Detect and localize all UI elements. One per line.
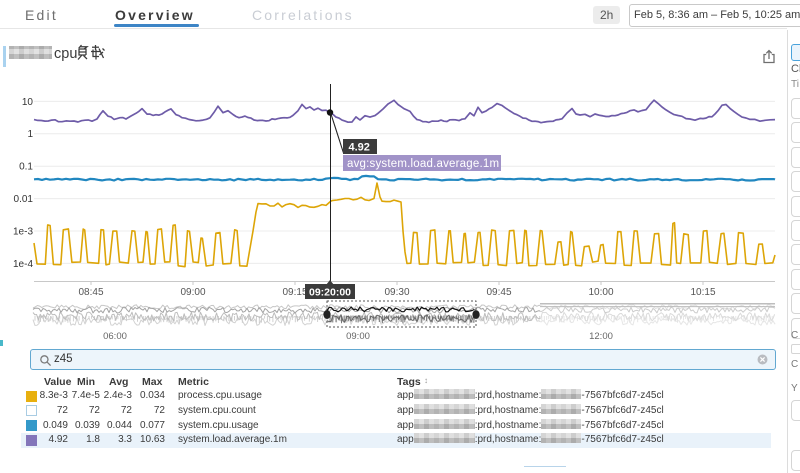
svg-text:09:20:00: 09:20:00: [309, 287, 351, 299]
svg-text:4.92: 4.92: [349, 142, 370, 154]
svg-text:09:30: 09:30: [384, 287, 409, 298]
svg-text:avg:system.load.average.1m: avg:system.load.average.1m: [347, 158, 499, 170]
svg-text:1e-3: 1e-3: [13, 226, 33, 237]
svg-text:10: 10: [22, 97, 34, 108]
svg-text:10:00: 10:00: [588, 287, 613, 298]
svg-text:09:00: 09:00: [346, 331, 370, 342]
svg-text:10:15: 10:15: [690, 287, 715, 298]
svg-text:0.1: 0.1: [19, 162, 33, 173]
svg-text:06:00: 06:00: [103, 331, 127, 342]
svg-text:1e-4: 1e-4: [13, 259, 33, 270]
svg-text:09:15: 09:15: [282, 287, 307, 298]
svg-text:0.01: 0.01: [14, 194, 34, 205]
svg-text:09:00: 09:00: [180, 287, 205, 298]
svg-text:08:45: 08:45: [78, 287, 103, 298]
svg-text:09:45: 09:45: [486, 287, 511, 298]
svg-text:1: 1: [27, 129, 33, 140]
svg-text:12:00: 12:00: [589, 331, 613, 342]
